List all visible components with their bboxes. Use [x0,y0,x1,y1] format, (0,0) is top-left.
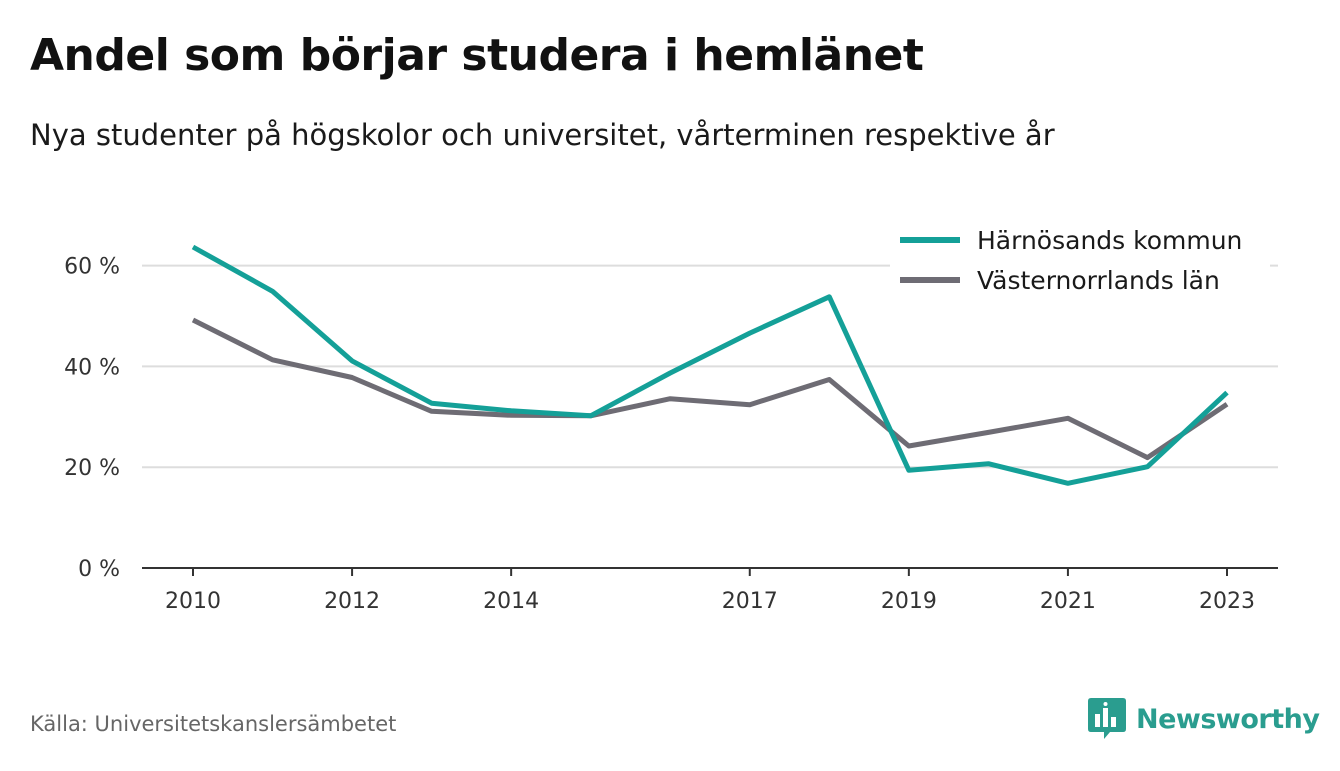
y-tick-label: 0 % [78,557,120,582]
y-tick-label: 40 % [64,355,120,380]
x-tick-label: 2019 [881,589,937,614]
legend-background [890,214,1270,300]
brand-name: Newsworthy [1136,703,1320,735]
x-tick-label: 2023 [1199,589,1255,614]
series-line [191,244,1229,486]
axes: 0 % 20 % 40 % 60 % 2010 2012 2014 2017 2019 2021 2… [64,255,1278,614]
chart-title: Andel som börjar studera i hemlänet [30,30,924,81]
y-tick-label: 20 % [64,456,120,481]
x-tick-label: 2014 [483,589,539,614]
legend-label: Västernorrlands län [977,266,1220,295]
x-tick-label: 2017 [722,589,778,614]
y-tick-label: 60 % [64,255,120,280]
line-chart: 0 % 20 % 40 % 60 % 2010 2012 2014 2017 2019 2021 2… [64,214,1278,614]
series-line [191,317,1229,461]
x-tick-label: 2010 [165,589,221,614]
x-tick-label: 2012 [324,589,380,614]
bar-chart-icon [1088,698,1126,739]
source-note: Källa: Universitetskanslersämbetet [30,712,397,736]
series-lines [191,244,1229,486]
legend-label: Härnösands kommun [977,226,1242,255]
legend: Härnösands kommun Västernorrlands län [890,214,1270,300]
x-tick-label: 2021 [1040,589,1096,614]
brand-logo[interactable]: Newsworthy [1088,698,1320,740]
chart-subtitle: Nya studenter på högskolor och universit… [30,118,1055,152]
